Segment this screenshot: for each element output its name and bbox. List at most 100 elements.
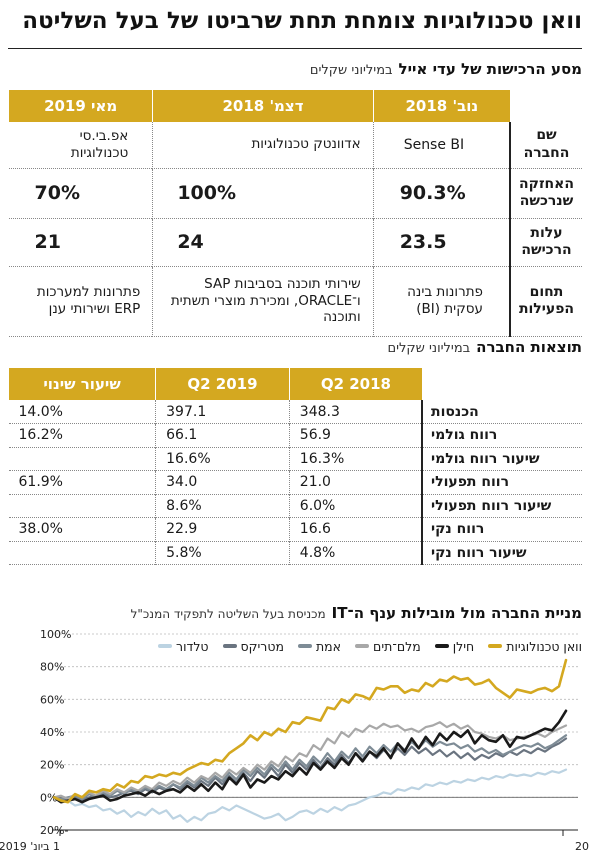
res-row-label: רווח גולמי <box>421 423 582 448</box>
acq-row-activity: תחום הפעילות פתרונות בינה עסקית (BI) שיר… <box>8 266 582 337</box>
legend-swatch <box>297 644 312 648</box>
res-cell: 56.9 <box>288 423 422 448</box>
acquisitions-title-text: מסע הרכישות של עדי אייל <box>398 60 582 78</box>
res-row: רווח תפעולי 21.0 34.0 61.9% <box>8 470 582 495</box>
acq-cell: 21 <box>8 218 153 267</box>
y-tick-label: 20% <box>40 759 64 772</box>
stock-chart: -20%0%20%40%60%80%100%1 ביונ' 201919 באו… <box>0 628 590 853</box>
acq-cell: פתרונות בינה עסקית (BI) <box>372 266 510 337</box>
y-tick-label: 100% <box>40 628 71 641</box>
y-tick-label: 60% <box>40 693 64 706</box>
acq-row-label: תחום הפעילות <box>509 266 582 337</box>
acq-row-stake: האחזקה שנרכשה 90.3% 100% 70% <box>8 168 582 219</box>
acq-row-label: עלות הרכישה <box>509 218 582 267</box>
series-line-1 <box>52 709 568 804</box>
res-cell: 61.9% <box>8 470 156 495</box>
acq-cell: אפ.בי.סי טכנולוגיות <box>8 122 153 169</box>
legend-swatch <box>158 644 173 648</box>
acq-cell: 90.3% <box>372 168 510 219</box>
res-row-label: שיעור רווח גולמי <box>421 447 582 471</box>
res-row: רווח גולמי 56.9 66.1 16.2% <box>8 423 582 448</box>
legend-item: טלדור <box>158 639 209 654</box>
acq-header-corner <box>510 90 582 122</box>
acquisitions-subtitle: במיליוני שקלים <box>309 63 393 78</box>
acquisitions-table: נוב' 2018 דצמ' 2018 מאי 2019 שם החברה Se… <box>7 90 582 337</box>
res-row-label: שיעור רווח נקי <box>421 541 582 565</box>
chart-title-text: מניית החברה מול מובילות ענף ה־IT <box>331 604 582 622</box>
results-subtitle: במיליוני שקלים <box>387 341 471 356</box>
chart-legend: וואן טכנולוגיות חילן מלם־תים אמת מטריקס טלדור <box>8 637 582 655</box>
res-col-header: Q2 2019 <box>155 368 290 400</box>
res-cell: 66.1 <box>155 423 290 448</box>
legend-item: וואן טכנולוגיות <box>488 639 582 654</box>
legend-item: מלם־תים <box>355 639 421 654</box>
res-cell <box>8 541 156 565</box>
chart-title: מניית החברה מול מובילות ענף ה־IT מכניסת ב… <box>131 604 582 622</box>
acq-row-cost: עלות הרכישה 23.5 24 21 <box>8 218 582 267</box>
acq-row-company: שם החברה Sense BI אדוונטק טכנולוגיות אפ.… <box>8 122 582 169</box>
acq-col-header: נוב' 2018 <box>372 90 510 122</box>
acq-row-label: האחזקה שנרכשה <box>509 168 582 219</box>
res-col-header: Q2 2018 <box>288 368 422 400</box>
y-tick-label: 40% <box>40 726 64 739</box>
res-cell <box>8 447 156 471</box>
results-title: תוצאות החברה במיליוני שקלים <box>387 338 582 356</box>
legend-label: מלם־תים <box>373 638 421 654</box>
res-cell: 16.2% <box>8 423 156 448</box>
acq-cell: 24 <box>152 218 374 267</box>
res-cell: 14.0% <box>8 400 156 424</box>
res-cell: 16.6% <box>155 447 290 471</box>
acq-cell: 70% <box>8 168 153 219</box>
legend-label: מטריקס <box>240 638 284 654</box>
legend-swatch <box>488 644 503 648</box>
y-tick-label: 80% <box>40 661 64 674</box>
res-row: רווח נקי 16.6 22.9 38.0% <box>8 517 582 542</box>
res-row: שיעור רווח תפעולי 6.0% 8.6% <box>8 494 582 518</box>
res-row-label: שיעור רווח תפעולי <box>421 494 582 518</box>
acq-row-label: שם החברה <box>509 122 582 169</box>
res-row: שיעור רווח גולמי 16.3% 16.6% <box>8 447 582 471</box>
legend-swatch <box>222 644 237 648</box>
x-tick-label: 1 ביונ' 2019 <box>0 840 60 853</box>
legend-label: חילן <box>452 638 475 654</box>
acq-cell: פתרונות למערכות ERP ושירותי ענן <box>8 266 153 337</box>
res-row-label: רווח תפעולי <box>421 470 582 495</box>
res-row: שיעור רווח נקי 4.8% 5.8% <box>8 541 582 565</box>
results-table: Q2 2018 Q2 2019 שיעור שינוי הכנסות 348.3 3… <box>7 368 582 565</box>
acq-cell: Sense BI <box>372 122 510 169</box>
acq-cell: שירותי תוכנה בסביבות SAP ו־ORACLE, ומכיר… <box>152 266 374 337</box>
legend-swatch <box>355 644 370 648</box>
series-line-0 <box>52 658 568 804</box>
legend-item: חילן <box>434 638 475 654</box>
legend-swatch <box>434 644 449 648</box>
title-rule <box>8 48 582 49</box>
results-header-row: Q2 2018 Q2 2019 שיעור שינוי <box>7 368 582 400</box>
res-cell: 16.3% <box>288 447 422 471</box>
legend-item: אמת <box>297 638 342 654</box>
legend-item: מטריקס <box>222 638 284 654</box>
res-cell: 22.9 <box>155 517 290 542</box>
res-cell: 8.6% <box>155 494 290 518</box>
res-cell: 5.8% <box>155 541 290 565</box>
acq-cell: אדוונטק טכנולוגיות <box>152 122 374 169</box>
chart-subtitle: מכניסת בעל השליטה לתפקיד המנכ"ל <box>130 607 326 621</box>
acquisitions-header-row: נוב' 2018 דצמ' 2018 מאי 2019 <box>7 90 582 122</box>
legend-label: אמת <box>315 638 342 654</box>
x-tick-label: 19 באוג' 2019 <box>575 840 590 853</box>
series-line-2 <box>52 721 568 801</box>
res-cell: 6.0% <box>288 494 422 518</box>
acq-col-header: דצמ' 2018 <box>152 90 374 122</box>
res-cell: 4.8% <box>288 541 422 565</box>
acq-cell: 23.5 <box>372 218 510 267</box>
res-row-label: רווח נקי <box>421 517 582 542</box>
res-cell: 16.6 <box>288 517 422 542</box>
acq-cell: 100% <box>152 168 374 219</box>
res-cell <box>8 494 156 518</box>
res-row-label: הכנסות <box>421 400 582 424</box>
res-header-corner <box>422 368 582 400</box>
acquisitions-title: מסע הרכישות של עדי אייל במיליוני שקלים <box>310 60 582 78</box>
res-cell: 348.3 <box>288 400 422 424</box>
res-cell: 397.1 <box>155 400 290 424</box>
y-tick-label: 0% <box>40 791 57 804</box>
res-cell: 34.0 <box>155 470 290 495</box>
